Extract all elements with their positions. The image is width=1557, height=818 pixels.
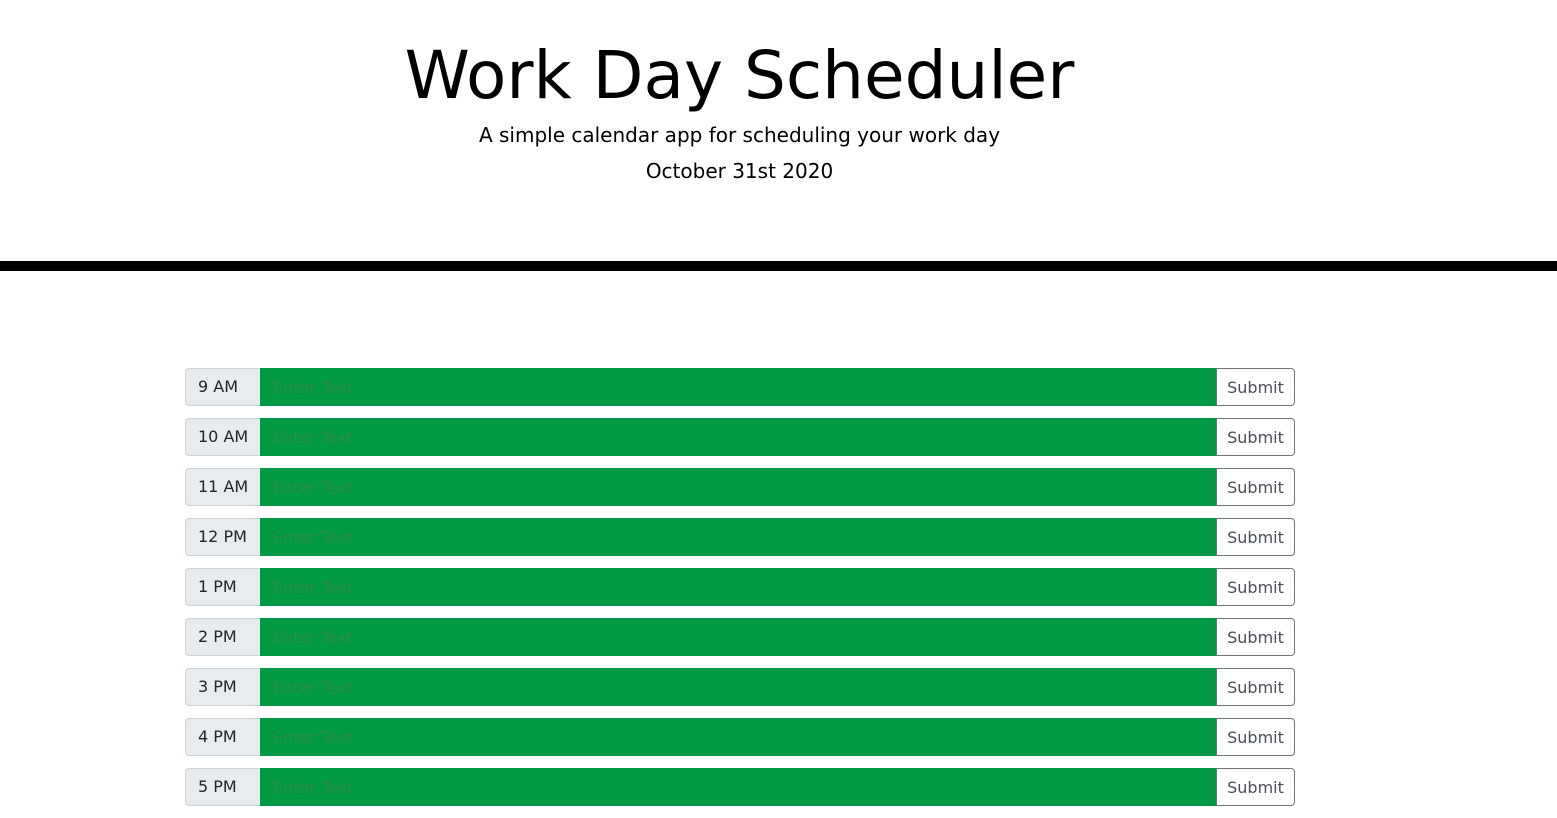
page-subtitle: A simple calendar app for scheduling you… [478, 123, 1001, 147]
submit-button[interactable]: Submit [1216, 568, 1295, 606]
submit-button[interactable]: Submit [1216, 668, 1295, 706]
hour-label: 9 AM [185, 368, 260, 406]
submit-button[interactable]: Submit [1216, 418, 1295, 456]
task-input[interactable] [260, 618, 1216, 656]
time-block-row: 5 PM Submit [185, 768, 1295, 806]
task-input[interactable] [260, 368, 1216, 406]
header-divider [0, 261, 1557, 271]
submit-button[interactable]: Submit [1216, 718, 1295, 756]
current-date: October 31st 2020 [645, 159, 834, 183]
hour-label: 11 AM [185, 468, 260, 506]
task-input[interactable] [260, 518, 1216, 556]
time-block-row: 2 PM Submit [185, 618, 1295, 656]
hour-label: 3 PM [185, 668, 260, 706]
task-input[interactable] [260, 568, 1216, 606]
hour-label: 10 AM [185, 418, 260, 456]
hour-label: 1 PM [185, 568, 260, 606]
submit-button[interactable]: Submit [1216, 518, 1295, 556]
time-block-row: 10 AM Submit [185, 418, 1295, 456]
task-input[interactable] [260, 468, 1216, 506]
time-block-row: 4 PM Submit [185, 718, 1295, 756]
hour-label: 12 PM [185, 518, 260, 556]
task-input[interactable] [260, 668, 1216, 706]
task-input[interactable] [260, 418, 1216, 456]
page-title: Work Day Scheduler [404, 37, 1075, 114]
hour-label: 4 PM [185, 718, 260, 756]
schedule-container: 9 AM Submit 10 AM Submit 11 AM Submit 12… [185, 368, 1295, 818]
task-input[interactable] [260, 718, 1216, 756]
submit-button[interactable]: Submit [1216, 368, 1295, 406]
task-input[interactable] [260, 768, 1216, 806]
submit-button[interactable]: Submit [1216, 618, 1295, 656]
time-block-row: 9 AM Submit [185, 368, 1295, 406]
time-block-row: 3 PM Submit [185, 668, 1295, 706]
time-block-row: 11 AM Submit [185, 468, 1295, 506]
submit-button[interactable]: Submit [1216, 468, 1295, 506]
hour-label: 5 PM [185, 768, 260, 806]
time-block-row: 1 PM Submit [185, 568, 1295, 606]
time-block-row: 12 PM Submit [185, 518, 1295, 556]
hour-label: 2 PM [185, 618, 260, 656]
submit-button[interactable]: Submit [1216, 768, 1295, 806]
jumbotron-header: Work Day Scheduler A simple calendar app… [0, 0, 1557, 262]
